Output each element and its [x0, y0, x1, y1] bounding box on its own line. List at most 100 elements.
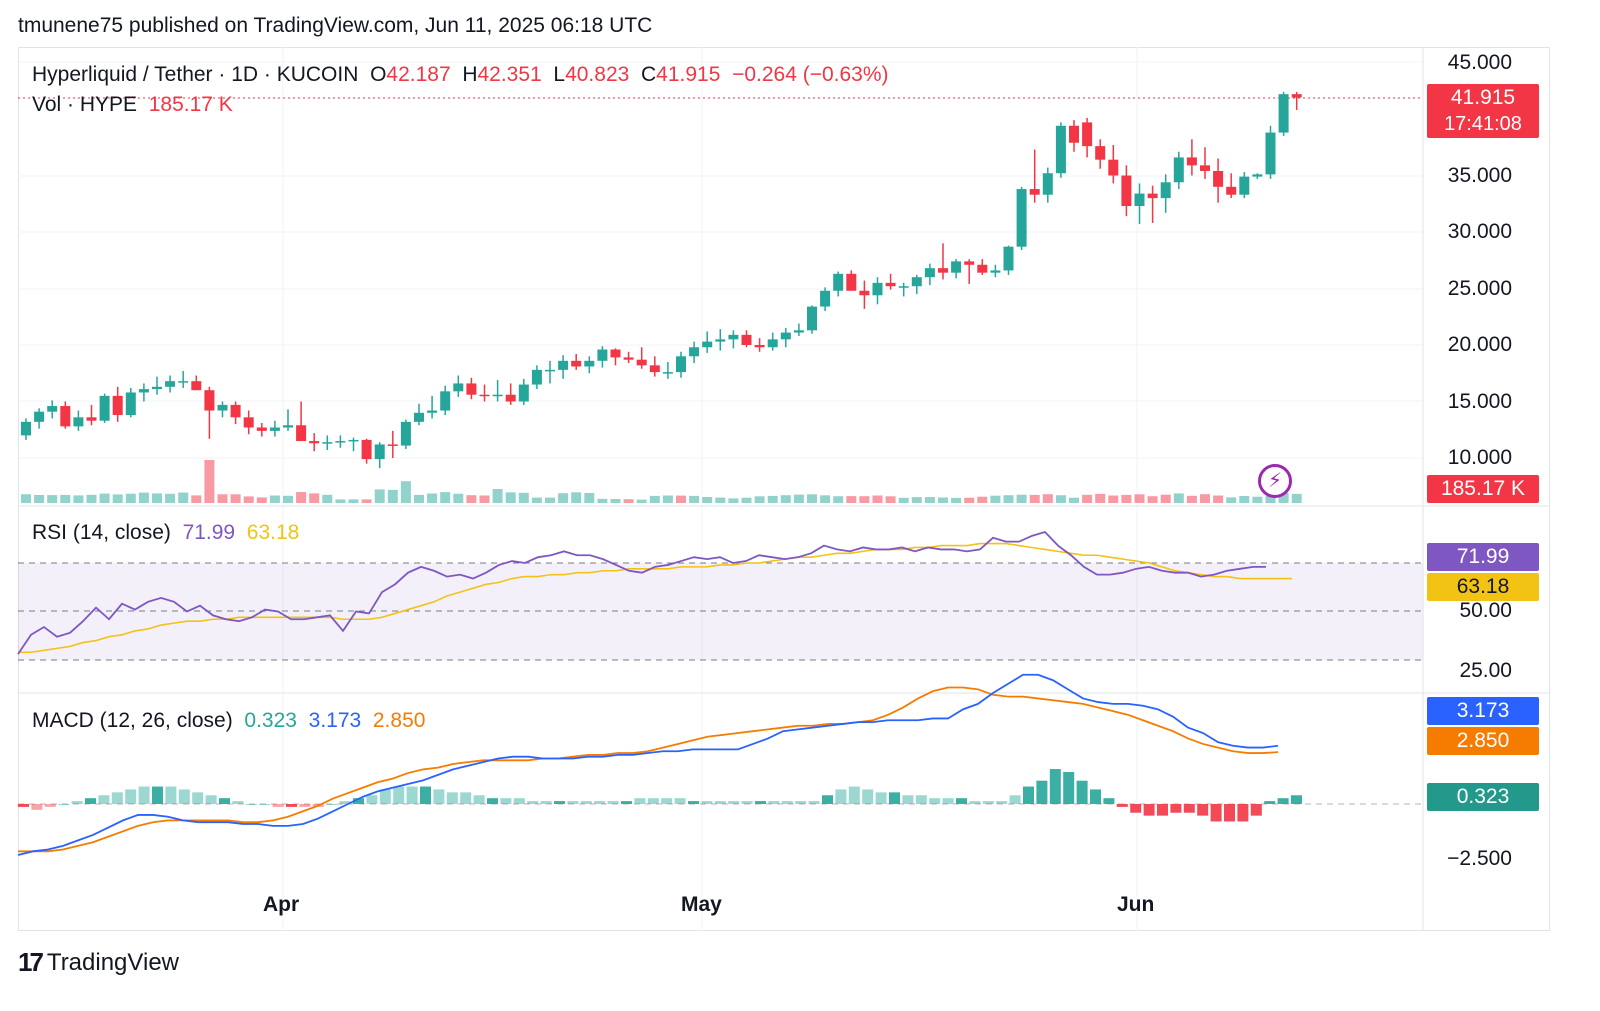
macd-histogram-bar [580, 801, 592, 804]
rsi-legend[interactable]: RSI (14, close) 71.99 63.18 [32, 521, 299, 545]
volume-bar [767, 495, 778, 503]
volume-bar [1016, 494, 1027, 503]
volume-bar [1108, 495, 1119, 503]
volume-bar [1042, 494, 1053, 503]
volume-bar [531, 497, 542, 503]
macd-histogram-bar [232, 801, 244, 804]
candle-body [453, 383, 464, 392]
volume-bar [440, 492, 451, 503]
candle-body [309, 441, 320, 444]
volume-bar [1160, 494, 1171, 503]
macd-histogram-bar [1023, 786, 1034, 804]
open-label: O [370, 63, 387, 86]
macd-histogram-bar [728, 801, 740, 804]
volume-bar [754, 496, 765, 503]
volume-label: Vol · HYPE [32, 93, 138, 116]
macd-histogram-bar [1157, 804, 1168, 816]
candles [21, 91, 1302, 469]
macd-histogram-bar [942, 798, 954, 804]
candle-body [1082, 122, 1093, 147]
macd-histogram-bar [125, 789, 137, 804]
macd-histogram-bar [272, 804, 284, 807]
volume-bar [269, 495, 280, 503]
macd-histogram-bar [31, 804, 43, 810]
volume-legend[interactable]: Vol · HYPE 185.17 K [32, 93, 233, 117]
open-value: 42.187 [386, 63, 451, 86]
volume-bar [152, 493, 162, 503]
macd-histogram-bar [299, 804, 311, 807]
candle-body [1226, 186, 1237, 195]
candle-body [322, 442, 333, 444]
macd-histogram-bar [433, 789, 445, 804]
candle-body [610, 349, 621, 358]
macd-histogram-bar [1197, 804, 1209, 816]
rsi-line [17, 530, 1266, 655]
main-legend[interactable]: Hyperliquid / Tether · 1D · KUCOIN O42.1… [32, 63, 889, 87]
candle-body [1069, 125, 1079, 143]
volume-bar [1069, 497, 1079, 503]
candle-body [767, 339, 778, 348]
volume-bar [230, 494, 241, 503]
macd-histogram-bar [1183, 804, 1195, 813]
volume-bar [1121, 494, 1132, 503]
candle-body [283, 425, 293, 428]
close-value: 41.915 [656, 63, 721, 86]
volume-bar [335, 499, 346, 503]
candle-body [112, 395, 123, 416]
price-axis-label: 45.000 [1447, 51, 1512, 74]
volume-bar [309, 493, 320, 503]
volume-bar [60, 494, 71, 503]
macd-histogram-bar [406, 786, 418, 804]
candle-body [178, 381, 189, 383]
candle-countdown: 17:41:08 [1444, 113, 1522, 135]
volume-bar [1252, 496, 1263, 503]
volume-bar [283, 495, 293, 503]
macd-line [17, 673, 1279, 856]
volume-bar [807, 494, 817, 503]
volume-bar [296, 492, 307, 503]
candle-body [872, 282, 883, 296]
macd-signal-line [18, 686, 1279, 853]
volume-bar [649, 495, 660, 503]
price-axis-label: 35.000 [1447, 164, 1512, 187]
macd-histogram-bar [969, 801, 981, 804]
macd-legend[interactable]: MACD (12, 26, close) 0.323 3.173 2.850 [32, 709, 425, 733]
volume-bar [898, 497, 909, 503]
candle-body [793, 330, 804, 333]
macd-histogram-bar [245, 804, 257, 805]
last-price-value: 41.915 [1450, 86, 1516, 109]
volume-bar [911, 497, 922, 503]
macd-histogram-bar [1036, 780, 1048, 804]
macd-histogram-bar [71, 801, 83, 804]
macd-histogram-bar [1170, 804, 1182, 813]
volume-bar [820, 495, 831, 503]
lightning-icon[interactable]: ⚡ [1258, 464, 1292, 498]
volume-bar [1173, 493, 1184, 503]
volume-bar [1095, 493, 1106, 503]
macd-histogram-bar [1103, 798, 1115, 804]
volume-bar [728, 498, 739, 503]
candle-body [1029, 189, 1040, 195]
volume-bar [505, 492, 516, 503]
candle-body [558, 360, 569, 370]
rsi-axis-label: 25.00 [1459, 659, 1512, 682]
last-price-tag: 41.915 17:41:08 [1427, 84, 1539, 138]
volume-bar [21, 494, 31, 503]
candle-body [73, 417, 84, 427]
candle-body [204, 390, 215, 411]
price-axis-label: 10.000 [1447, 446, 1512, 469]
low-value: 40.823 [565, 63, 630, 86]
macd-histogram-bar [446, 792, 458, 804]
macd-line-value: 3.173 [308, 709, 362, 732]
candle-body [1265, 132, 1276, 175]
volume-bar [243, 496, 254, 503]
rsi-label: RSI (14, close) [32, 521, 171, 544]
candle-body [427, 410, 438, 413]
candle-body [99, 395, 110, 421]
low-label: L [553, 63, 566, 86]
volume-bar [414, 494, 424, 503]
x-axis-label-apr: Apr [263, 893, 300, 916]
macd-histogram-bar [996, 801, 1008, 804]
tradingview-footer[interactable]: 17 TradingView [18, 947, 179, 978]
